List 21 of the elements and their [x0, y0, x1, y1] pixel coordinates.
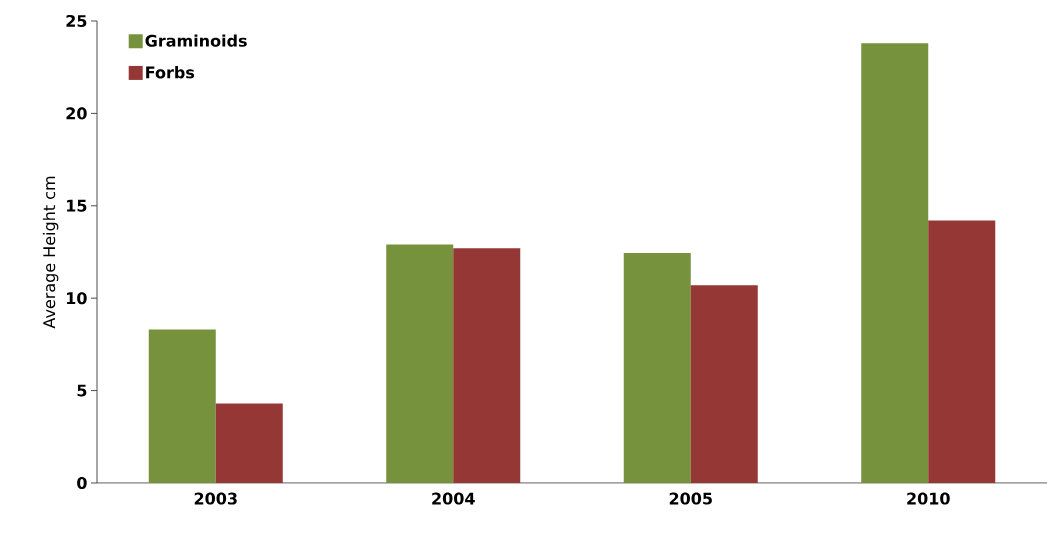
bar: [453, 248, 521, 483]
y-tick-label: 20: [66, 107, 87, 120]
bar: [690, 285, 758, 483]
bar: [928, 220, 996, 483]
bar: [386, 244, 454, 483]
bar: [623, 252, 691, 483]
y-axis-title: Average Height cm: [42, 176, 59, 329]
x-tick-label: 2005: [669, 492, 712, 505]
y-tick-label: 0: [77, 476, 87, 490]
bar: [861, 43, 929, 483]
y-tick-label: 15: [67, 199, 87, 212]
x-tick-label: 2004: [432, 492, 475, 505]
y-tick-label: 25: [66, 14, 87, 28]
x-tick-label: 2010: [907, 492, 950, 505]
y-tick-label: 10: [67, 292, 87, 305]
x-tick-label: 2003: [194, 492, 237, 505]
bar: [148, 329, 216, 483]
legend-label: Graminoids: [145, 34, 247, 47]
y-tick-label: 5: [77, 384, 87, 397]
legend-label: Forbs: [146, 66, 195, 79]
bar: [215, 403, 283, 483]
